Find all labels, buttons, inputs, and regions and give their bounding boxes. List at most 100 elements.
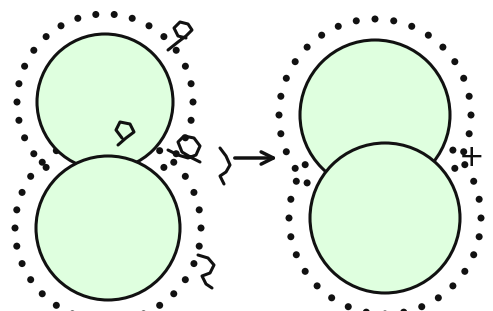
Circle shape bbox=[74, 182, 81, 189]
Circle shape bbox=[335, 200, 342, 207]
Circle shape bbox=[439, 44, 446, 51]
Circle shape bbox=[69, 310, 76, 311]
Circle shape bbox=[173, 47, 179, 54]
Circle shape bbox=[310, 143, 460, 293]
Circle shape bbox=[435, 294, 442, 301]
Circle shape bbox=[123, 133, 130, 140]
Circle shape bbox=[304, 179, 311, 186]
Circle shape bbox=[400, 309, 407, 311]
Circle shape bbox=[105, 132, 111, 138]
Circle shape bbox=[69, 139, 76, 146]
Circle shape bbox=[182, 63, 189, 70]
Circle shape bbox=[276, 112, 282, 118]
Circle shape bbox=[189, 99, 197, 105]
Circle shape bbox=[292, 165, 299, 172]
Circle shape bbox=[92, 11, 99, 18]
Circle shape bbox=[111, 11, 118, 18]
Circle shape bbox=[160, 33, 168, 40]
Circle shape bbox=[467, 112, 474, 118]
Circle shape bbox=[170, 159, 177, 166]
Circle shape bbox=[287, 196, 294, 203]
Circle shape bbox=[328, 135, 335, 142]
Circle shape bbox=[408, 200, 415, 207]
Circle shape bbox=[140, 139, 147, 146]
Circle shape bbox=[129, 182, 136, 189]
Circle shape bbox=[182, 276, 189, 283]
Circle shape bbox=[86, 133, 93, 140]
Circle shape bbox=[187, 117, 195, 124]
Circle shape bbox=[466, 93, 473, 100]
Circle shape bbox=[353, 206, 360, 213]
Circle shape bbox=[461, 161, 468, 168]
Circle shape bbox=[418, 126, 425, 133]
Circle shape bbox=[196, 207, 203, 213]
Circle shape bbox=[278, 93, 284, 100]
Circle shape bbox=[476, 233, 483, 240]
Circle shape bbox=[58, 22, 65, 29]
Circle shape bbox=[13, 207, 20, 213]
Circle shape bbox=[170, 290, 177, 297]
Circle shape bbox=[37, 34, 173, 170]
Circle shape bbox=[21, 63, 28, 70]
Circle shape bbox=[372, 207, 379, 215]
Circle shape bbox=[293, 178, 300, 185]
Circle shape bbox=[13, 243, 20, 250]
Circle shape bbox=[390, 206, 397, 213]
Circle shape bbox=[15, 117, 22, 124]
Circle shape bbox=[27, 276, 34, 283]
Circle shape bbox=[39, 159, 46, 166]
Circle shape bbox=[36, 156, 180, 300]
Circle shape bbox=[400, 120, 407, 127]
Circle shape bbox=[129, 15, 136, 22]
Circle shape bbox=[451, 58, 458, 65]
Circle shape bbox=[15, 80, 22, 87]
Circle shape bbox=[466, 130, 473, 137]
Circle shape bbox=[304, 44, 311, 51]
Circle shape bbox=[345, 303, 352, 310]
Circle shape bbox=[27, 173, 34, 180]
Circle shape bbox=[30, 47, 37, 54]
Circle shape bbox=[300, 40, 450, 190]
Circle shape bbox=[173, 150, 179, 157]
Circle shape bbox=[287, 233, 294, 240]
Circle shape bbox=[283, 75, 290, 82]
Circle shape bbox=[160, 164, 168, 171]
Circle shape bbox=[314, 282, 320, 289]
Circle shape bbox=[450, 146, 457, 154]
Circle shape bbox=[470, 251, 477, 258]
Circle shape bbox=[30, 150, 37, 157]
Circle shape bbox=[363, 309, 370, 311]
Circle shape bbox=[372, 16, 379, 22]
Circle shape bbox=[285, 215, 292, 221]
Circle shape bbox=[39, 290, 46, 297]
Circle shape bbox=[190, 260, 197, 267]
Circle shape bbox=[182, 134, 189, 141]
Circle shape bbox=[451, 165, 458, 172]
Circle shape bbox=[335, 23, 342, 30]
Circle shape bbox=[382, 118, 388, 126]
Circle shape bbox=[425, 32, 432, 39]
Circle shape bbox=[156, 147, 163, 154]
Circle shape bbox=[318, 191, 325, 198]
Circle shape bbox=[198, 225, 205, 231]
Circle shape bbox=[53, 302, 60, 309]
Circle shape bbox=[187, 80, 195, 87]
Circle shape bbox=[478, 215, 485, 221]
Circle shape bbox=[53, 147, 60, 154]
Circle shape bbox=[13, 99, 21, 105]
Circle shape bbox=[42, 33, 50, 40]
Circle shape bbox=[390, 17, 397, 24]
Circle shape bbox=[19, 189, 26, 196]
Circle shape bbox=[283, 148, 290, 155]
Circle shape bbox=[418, 303, 425, 310]
Circle shape bbox=[42, 164, 50, 171]
Circle shape bbox=[302, 268, 309, 275]
Circle shape bbox=[425, 191, 432, 198]
Circle shape bbox=[196, 243, 203, 250]
Circle shape bbox=[302, 161, 309, 168]
Circle shape bbox=[328, 294, 335, 301]
Circle shape bbox=[156, 302, 163, 309]
Circle shape bbox=[470, 178, 477, 185]
Circle shape bbox=[382, 310, 388, 311]
Circle shape bbox=[450, 282, 457, 289]
